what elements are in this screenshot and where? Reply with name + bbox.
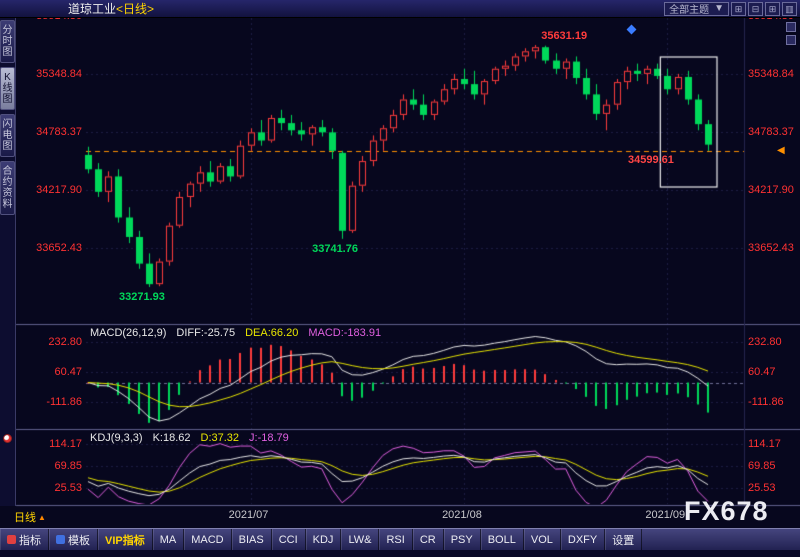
toolbar-item-zhibiao[interactable]: 指标 <box>0 529 49 550</box>
bottom-strip <box>0 550 800 557</box>
titlebar-controls: 全部主题 ▼ ⊞ ⊟ ⊞ ▥ <box>664 1 797 16</box>
macd-diff-value: DIFF:-25.75 <box>176 327 236 339</box>
layout-split-h-icon[interactable]: ⊟ <box>748 1 763 16</box>
left-sidebar: 分时图 K线图 闪电图 合约资料 <box>0 18 16 506</box>
theme-select[interactable]: 全部主题 ▼ <box>664 1 729 16</box>
toolbar-item-label: CCI <box>278 533 298 546</box>
chart-period-label: <日线> <box>116 2 155 16</box>
toolbar-item-label: PSY <box>450 533 473 546</box>
template-icon <box>56 535 65 544</box>
toolbar-item-boll[interactable]: BOLL <box>481 529 524 550</box>
toolbar-item-label: 模板 <box>68 534 90 547</box>
sidebar-tab-label: K线图 <box>2 72 13 105</box>
window-layout-buttons: ⊞ ⊟ ⊞ ▥ <box>731 1 797 16</box>
toolbar-item-moban[interactable]: 模板 <box>49 529 98 550</box>
period-indicator[interactable]: 日线 ▲ <box>14 509 46 525</box>
kdj-d-value: D:37.32 <box>200 432 240 444</box>
period-indicator-label: 日线 <box>14 512 36 524</box>
toolbar-item-label: DXFY <box>567 533 598 546</box>
toolbar-item-label: VIP指标 <box>105 534 145 547</box>
toolbar-item-label: VOL <box>530 533 553 546</box>
right-panel-icon-2[interactable] <box>786 35 796 45</box>
toolbar-item-label: 指标 <box>19 534 41 547</box>
sidebar-tab-label: 合约资料 <box>2 166 13 210</box>
toolbar-item-label: KDJ <box>312 533 334 546</box>
toolbar-item-dxfy[interactable]: DXFY <box>561 529 606 550</box>
layout-grid2-icon[interactable]: ⊞ <box>765 1 780 16</box>
price-pointer-icon: ◀ <box>777 144 785 156</box>
sidebar-tab-label: 分时图 <box>2 25 13 58</box>
layout-columns-icon[interactable]: ▥ <box>782 1 797 16</box>
toolbar-item-lwr[interactable]: LW& <box>341 529 380 550</box>
chevron-down-icon: ▼ <box>714 3 724 14</box>
toolbar-item-bias[interactable]: BIAS <box>232 529 272 550</box>
macd-dea-value: DEA:66.20 <box>245 327 299 339</box>
kdj-k-value: K:18.62 <box>152 432 191 444</box>
kdj-panel-marker-icon <box>3 434 12 443</box>
toolbar-item-label: BOLL <box>487 533 516 546</box>
watermark-logo: FX678 <box>684 496 769 526</box>
toolbar-item-macd[interactable]: MACD <box>184 529 232 550</box>
toolbar-item-label: RSI <box>386 533 405 546</box>
toolbar-item-shezhi[interactable]: 设置 <box>605 529 643 550</box>
sidebar-tab-label: 闪电图 <box>2 119 13 152</box>
toolbar-item-label: LW& <box>348 533 372 546</box>
toolbar-item-label: BIAS <box>238 533 264 546</box>
macd-bar-value: MACD:-183.91 <box>308 327 382 339</box>
kdj-title: KDJ(9,3,3) <box>90 432 143 444</box>
theme-select-label: 全部主题 <box>669 5 710 16</box>
titlebar: 道琼工业 <日线> 全部主题 ▼ ⊞ ⊟ ⊞ ▥ <box>0 0 800 18</box>
sidebar-tab-flash-chart[interactable]: 闪电图 <box>0 114 15 157</box>
toolbar-item-cci[interactable]: CCI <box>272 529 306 550</box>
toolbar-item-vol[interactable]: VOL <box>524 529 561 550</box>
toolbar-item-label: MACD <box>191 533 224 546</box>
triangle-up-icon: ▲ <box>38 512 46 522</box>
sidebar-tab-contract-info[interactable]: 合约资料 <box>0 161 15 215</box>
macd-title: MACD(26,12,9) <box>90 327 167 339</box>
macd-indicator-header: MACD(26,12,9) DIFF:-25.75 DEA:66.20 MACD… <box>90 327 381 339</box>
toolbar-item-kdj[interactable]: KDJ <box>306 529 342 550</box>
indicator-icon <box>7 535 16 544</box>
toolbar-item-vip-zhibiao[interactable]: VIP指标 <box>98 529 153 550</box>
toolbar-item-label: MA <box>159 533 177 546</box>
toolbar-item-label: CR <box>419 533 436 546</box>
toolbar-item-label: 设置 <box>612 534 635 547</box>
kdj-j-value: J:-18.79 <box>249 432 289 444</box>
layout-grid-icon[interactable]: ⊞ <box>731 1 746 16</box>
chart-title: 道琼工业 <box>68 2 117 16</box>
kdj-indicator-header: KDJ(9,3,3) K:18.62 D:37.32 J:-18.79 <box>90 432 289 444</box>
toolbar-item-psy[interactable]: PSY <box>444 529 481 550</box>
toolbar-item-rsi[interactable]: RSI <box>379 529 413 550</box>
toolbar-item-ma[interactable]: MA <box>153 529 185 550</box>
toolbar-item-cr[interactable]: CR <box>413 529 444 550</box>
sidebar-tab-time-chart[interactable]: 分时图 <box>0 20 15 63</box>
sidebar-tab-kline-chart[interactable]: K线图 <box>0 67 15 110</box>
right-panel-icon-1[interactable] <box>786 22 796 32</box>
bottom-toolbar: 指标 模板 VIP指标 MA MACD BIAS CCI KDJ LW& RSI CR PSY BOLL… <box>0 528 800 550</box>
